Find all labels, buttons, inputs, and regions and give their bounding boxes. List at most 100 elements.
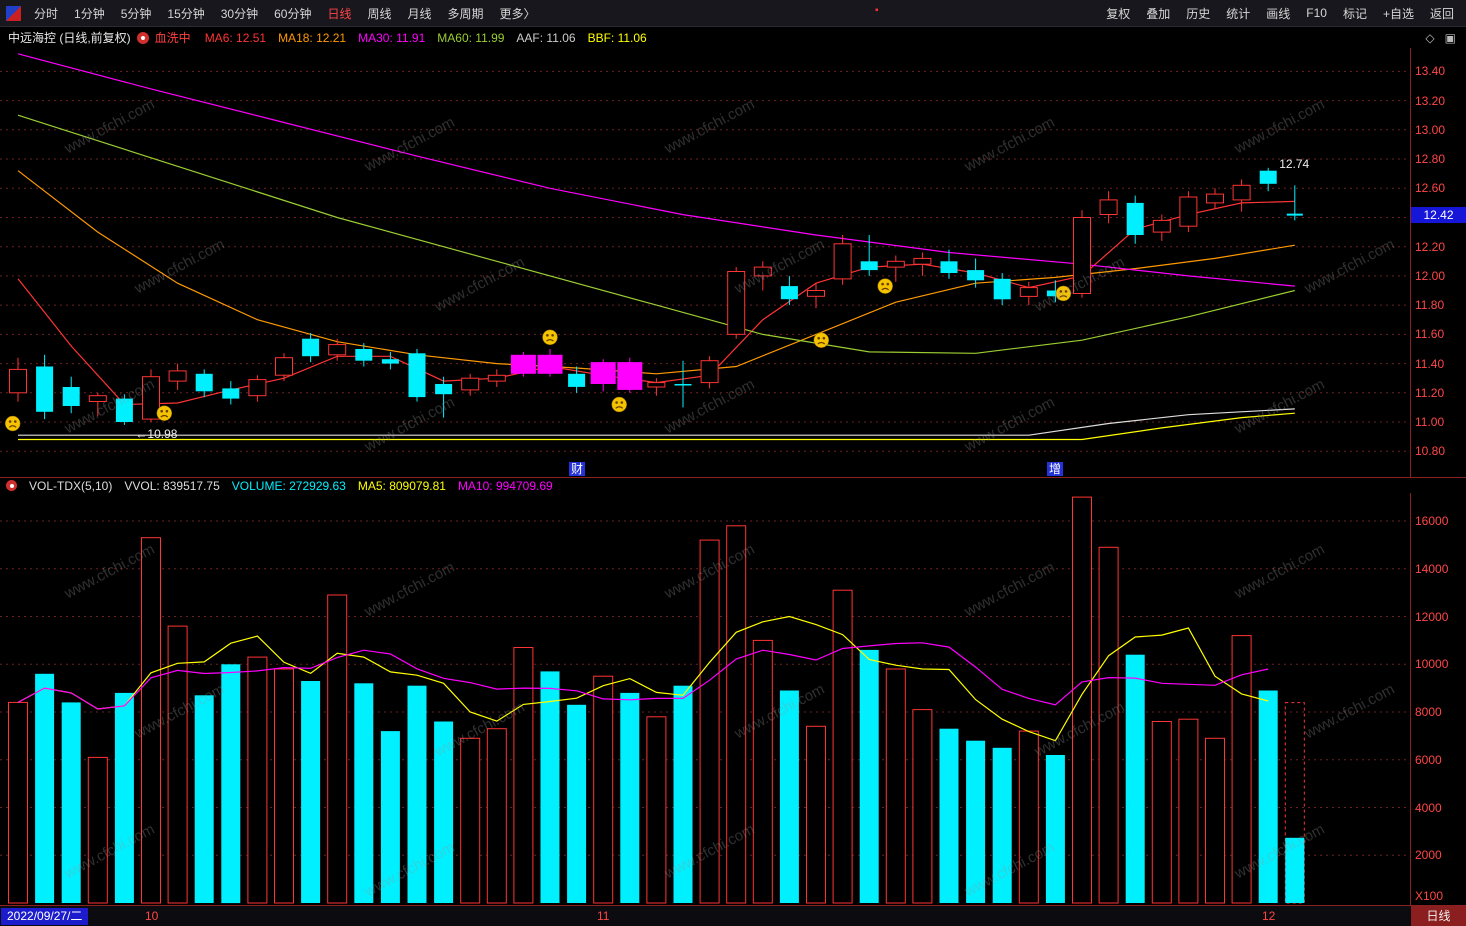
candle[interactable] [195,369,213,398]
candle[interactable] [1073,210,1091,298]
volume-bar[interactable] [966,740,986,903]
candle[interactable] [408,349,426,402]
candle[interactable] [1126,195,1144,244]
tool-item[interactable]: +自选 [1382,6,1414,21]
candle[interactable] [168,363,187,390]
candle[interactable] [647,378,666,396]
volume-bar[interactable] [513,647,534,904]
period-item[interactable]: 60分钟 [274,6,312,21]
volume-bar[interactable] [35,673,55,903]
candle[interactable] [510,351,536,377]
period-item[interactable]: 日线 [327,6,352,21]
volume-bar[interactable] [912,709,933,904]
candle[interactable] [328,338,347,361]
candle[interactable] [142,369,160,422]
app-logo-icon[interactable] [6,5,21,21]
volume-bar[interactable] [779,690,799,904]
candle[interactable] [381,351,399,370]
candle[interactable] [753,261,772,291]
volume-bar[interactable] [1072,496,1092,904]
volume-bar[interactable] [832,589,853,904]
candle[interactable] [993,273,1011,306]
indicator-name[interactable]: VOL-TDX(5,10) [29,478,113,493]
period-item[interactable]: 5分钟 [120,6,152,21]
volume-bar[interactable] [167,625,188,904]
volume-bar[interactable] [593,675,614,904]
volume-bar[interactable] [354,683,374,903]
candle[interactable] [617,357,643,393]
volume-bar[interactable] [1205,737,1225,904]
tool-item[interactable]: 复权 [1106,6,1131,21]
candle[interactable] [487,369,506,387]
volume-bar[interactable] [1258,690,1278,904]
volume-bar[interactable] [1151,721,1172,904]
period-item[interactable]: 15分钟 [167,6,205,21]
volume-bar[interactable] [1098,546,1119,904]
candle[interactable] [88,392,107,417]
diamond-icon[interactable]: ◇ [1425,30,1435,45]
maximize-icon[interactable]: ▣ [1444,30,1456,45]
tool-item[interactable]: 叠加 [1146,6,1171,21]
candle[interactable] [537,349,563,377]
candle[interactable] [1019,281,1038,306]
candle[interactable] [461,373,480,396]
candle[interactable] [435,376,453,418]
volume-bar[interactable] [1018,730,1039,904]
candle[interactable] [913,252,932,276]
volume-bar[interactable] [141,537,161,904]
volume-bar[interactable] [540,671,560,903]
date-label[interactable]: 2022/09/27/二 [1,907,89,925]
candle[interactable] [1179,191,1198,233]
period-item[interactable]: 分时 [34,6,59,21]
volume-bar[interactable] [460,737,481,904]
volume-bar[interactable] [1125,654,1145,903]
tool-item[interactable]: 画线 [1266,6,1291,21]
tool-item[interactable]: 统计 [1226,6,1251,21]
volume-bar[interactable] [247,656,268,904]
candlestick-plot[interactable]: 12.74 ←10.98 财增 www.cfchi.com www.cfchi.com w… [0,48,1410,477]
candle[interactable] [9,357,27,402]
period-item[interactable]: 多周期 [447,6,484,21]
candle[interactable] [275,353,293,382]
volume-bar[interactable] [939,728,959,903]
candle[interactable] [700,356,719,389]
candle[interactable] [62,376,80,414]
candle[interactable] [1259,167,1277,192]
candle[interactable] [355,343,373,367]
volume-bar[interactable] [646,716,667,904]
candle[interactable] [886,255,905,282]
candle[interactable] [674,360,692,408]
candle[interactable] [940,249,958,279]
candle[interactable] [780,275,798,306]
volume-bar[interactable] [434,721,454,904]
event-flag-增[interactable]: 增 [1047,462,1064,476]
candle[interactable] [36,354,54,420]
candle[interactable] [222,381,240,405]
period-item[interactable]: 1分钟 [74,6,105,21]
candle[interactable] [590,359,616,392]
candle[interactable] [967,258,985,288]
volume-bar[interactable] [61,702,81,903]
period-item[interactable]: 月线 [407,6,432,21]
candle[interactable] [302,332,320,363]
tool-item[interactable]: 标记 [1342,6,1367,21]
candle[interactable] [1206,188,1224,209]
volume-bar[interactable] [885,668,906,904]
tool-item[interactable]: F10 [1306,6,1327,20]
volume-bar[interactable] [407,685,427,903]
candle[interactable] [1152,214,1171,241]
event-flag-财[interactable]: 财 [569,462,586,476]
volume-bar[interactable] [752,639,773,904]
indicator-dot-icon[interactable] [136,31,149,44]
candle[interactable] [1099,191,1118,224]
candle[interactable] [727,267,746,339]
volume-bar[interactable] [486,728,507,904]
candle[interactable] [568,366,586,393]
volume-bar[interactable] [274,668,294,904]
volume-bar[interactable] [992,747,1012,903]
period-item[interactable]: 更多〉 [499,6,536,21]
candle[interactable] [248,375,267,402]
candle[interactable] [1286,185,1303,221]
candle[interactable] [1232,179,1251,212]
period-label[interactable]: 日线 [1411,905,1466,926]
